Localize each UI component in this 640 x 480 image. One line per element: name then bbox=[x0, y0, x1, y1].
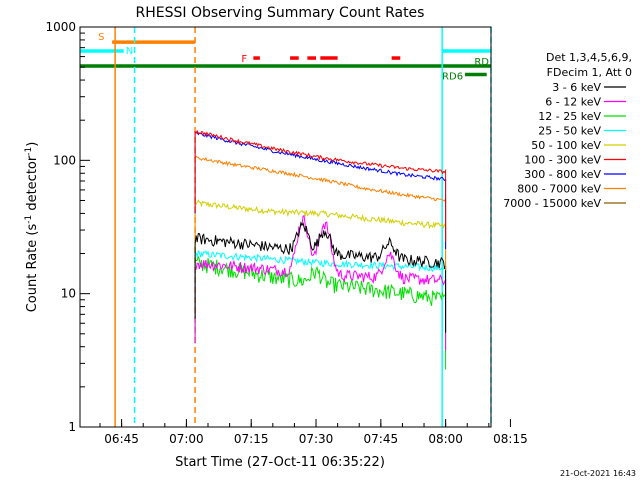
status-flags: S N F RD RD6 bbox=[80, 32, 491, 83]
legend-label-1: 6 - 12 keV bbox=[545, 96, 601, 109]
flag-label-rd6: RD6 bbox=[442, 72, 463, 83]
y-axis-label-part3: ) bbox=[25, 142, 40, 147]
legend-label-0: 3 - 6 keV bbox=[552, 81, 601, 94]
flag-label-n: N bbox=[126, 46, 133, 57]
series-lines bbox=[194, 129, 447, 370]
flag-label-f: F bbox=[241, 54, 247, 65]
series-line-300to800keV bbox=[194, 131, 447, 250]
timestamp-footer: 21-Oct-2021 16:43 bbox=[560, 469, 636, 478]
legend-label-8: 7000 - 15000 keV bbox=[503, 197, 601, 210]
x-tick-label-0: 06:45 bbox=[104, 432, 139, 446]
legend-label-4: 50 - 100 keV bbox=[531, 139, 601, 152]
flag-label-rd: RD bbox=[474, 57, 489, 68]
y-tick-label-0: 1 bbox=[68, 420, 76, 434]
y-axis-label-sup2: -1 bbox=[24, 147, 34, 156]
x-axis-label: Start Time (27-Oct-11 06:35:22) bbox=[175, 455, 385, 470]
y-axis-label: Count Rate (s-1 detector-1) bbox=[24, 142, 40, 313]
y-axis-ticks: 1 10 100 1000 bbox=[45, 20, 90, 434]
legend-label-3: 25 - 50 keV bbox=[538, 125, 601, 138]
chart-title: RHESSI Observing Summary Count Rates bbox=[136, 5, 425, 21]
x-tick-label-2: 07:15 bbox=[234, 432, 269, 446]
series-line-12to25keV bbox=[194, 255, 447, 370]
y-axis-label-part2: detector bbox=[25, 155, 40, 215]
y-tick-label-2: 100 bbox=[53, 153, 76, 167]
x-tick-label-4: 07:45 bbox=[364, 432, 399, 446]
series-line-100to300keV bbox=[194, 129, 447, 242]
legend-header-2: FDecim 1, Att 0 bbox=[547, 66, 632, 79]
legend-header-1: Det 1,3,4,5,6,9, bbox=[546, 51, 632, 64]
series-line-25to50keV bbox=[194, 249, 447, 338]
legend-label-6: 300 - 800 keV bbox=[524, 168, 601, 181]
x-tick-label-1: 07:00 bbox=[169, 432, 204, 446]
x-axis-ticks: 06:45 07:00 07:15 07:30 07:45 08:00 08:15 bbox=[99, 419, 528, 446]
series-line-50to100keV bbox=[194, 199, 447, 296]
legend-label-7: 800 - 7000 keV bbox=[517, 183, 601, 196]
flag-label-s: S bbox=[98, 32, 104, 43]
series-line-3to6keV bbox=[194, 221, 447, 333]
y-tick-label-1: 10 bbox=[61, 287, 76, 301]
x-tick-label-6: 08:15 bbox=[493, 432, 528, 446]
x-tick-label-5: 08:00 bbox=[428, 432, 463, 446]
x-tick-label-3: 07:30 bbox=[299, 432, 334, 446]
plot-frame bbox=[79, 26, 492, 428]
legend: Det 1,3,4,5,6,9, FDecim 1, Att 0 3 - 6 k… bbox=[503, 51, 632, 210]
y-axis-label-part1: Count Rate (s bbox=[25, 224, 40, 313]
y-tick-label-3: 1000 bbox=[45, 20, 76, 34]
y-axis-label-sup1: -1 bbox=[24, 215, 34, 224]
series-line-800to7000keV bbox=[194, 155, 447, 271]
legend-label-5: 100 - 300 keV bbox=[524, 154, 601, 167]
legend-label-2: 12 - 25 keV bbox=[538, 110, 601, 123]
